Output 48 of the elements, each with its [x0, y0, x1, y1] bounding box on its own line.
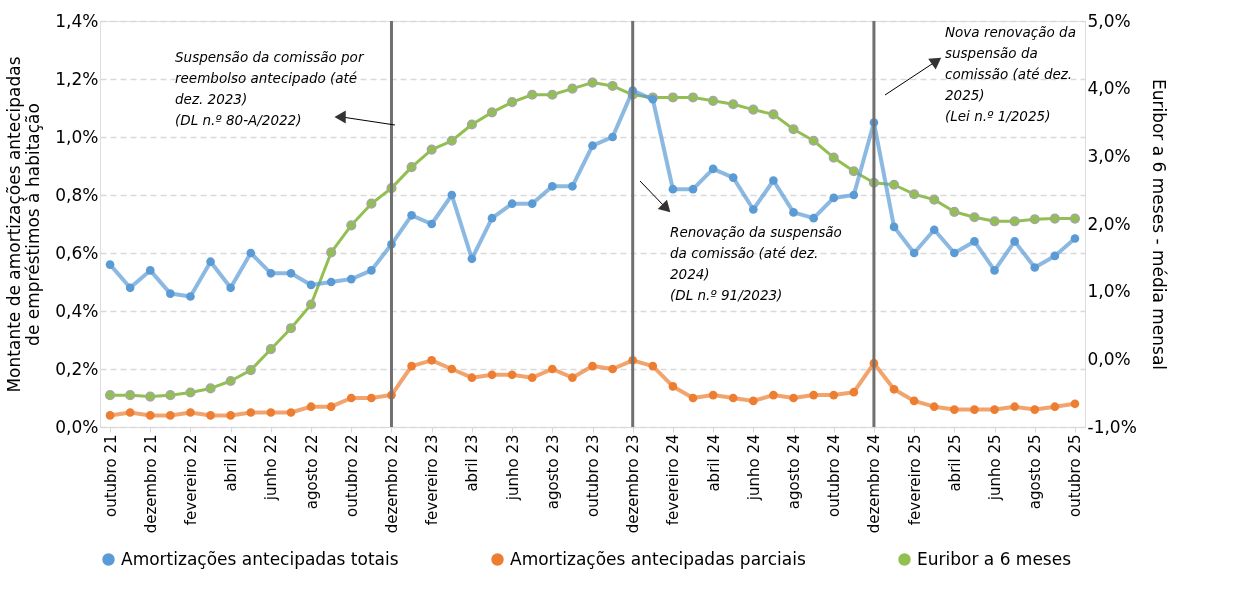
y2-tick-label: 5,0% [1087, 10, 1131, 31]
x-tick-label: abril 22 [222, 434, 241, 492]
y2-tick-label: 0,0% [1087, 348, 1131, 369]
x-tick-label: abril 24 [704, 434, 723, 492]
y-tick-label: 0,4% [55, 300, 99, 321]
y-tick-label: 1,0% [55, 126, 99, 147]
x-tick-label: abril 23 [463, 434, 482, 492]
x-tick-label: agosto 23 [543, 434, 562, 510]
x-tick-label: fevereiro 23 [423, 434, 442, 526]
y-tick-label: 1,2% [55, 68, 99, 89]
legend-label: Euribor a 6 meses [917, 548, 1072, 569]
y2-tick-label: -1,0% [1087, 416, 1137, 437]
y-tick-label: 0,0% [55, 416, 99, 437]
y2-tick-label: 3,0% [1087, 145, 1131, 166]
x-tick-label: junho 23 [503, 434, 522, 502]
x-tick-label: outubro 21 [101, 434, 120, 517]
annotation: Suspensão da comissão por reembolso antecipado (até dez. 2023) (DL n.º 80-A/2022) [175, 49, 365, 128]
x-tick-label: junho 25 [986, 434, 1005, 502]
x-tick-label: agosto 24 [785, 434, 804, 510]
x-tick-label: agosto 25 [1026, 434, 1045, 510]
x-tick-label: agosto 22 [302, 434, 321, 510]
x-tick-label: outubro 23 [584, 434, 602, 517]
legend-label: Amortizações antecipadas parciais [510, 548, 806, 569]
x-tick-label: dezembro 21 [141, 434, 160, 534]
x-tick-label: junho 24 [744, 434, 763, 502]
y2-tick-label: 4,0% [1087, 78, 1131, 99]
y-tick-label: 0,6% [55, 242, 99, 263]
x-tick-label: fevereiro 25 [905, 434, 924, 526]
x-tick-label: outubro 24 [825, 434, 844, 517]
x-tick-label: fevereiro 24 [664, 434, 683, 526]
legend-label: Amortizações antecipadas totais [121, 548, 399, 569]
x-tick-label: outubro 22 [342, 434, 361, 517]
x-tick-label: dezembro 22 [382, 434, 401, 534]
x-tick-label: dezembro 24 [865, 434, 884, 534]
y2-tick-label: 2,0% [1087, 213, 1131, 234]
x-tick-label: abril 25 [945, 434, 964, 492]
x-tick-label: junho 22 [262, 434, 281, 502]
y-tick-label: 0,8% [55, 184, 99, 205]
annotation: Nova renovação da suspensão da comissão (até dez. 2025) (Lei n.º 1/2025) [945, 24, 1076, 124]
y-axis-title: Montante de amortizações antecipadas de empréstimos à habitação [4, 56, 44, 393]
y2-tick-label: 1,0% [1087, 281, 1131, 302]
y-tick-label: 0,2% [55, 358, 99, 379]
x-tick-label: outubro 25 [1066, 434, 1085, 517]
x-tick-label: fevereiro 22 [181, 434, 200, 526]
y-tick-label: 1,4% [55, 10, 99, 31]
y2-axis-title: Euribor a 6 meses - média mensal [1148, 78, 1169, 371]
x-tick-label: dezembro 23 [624, 434, 643, 534]
annotation: Renovação da suspensão da comissão (até dez. 2024) (DL n.º 91/2023) [670, 224, 842, 303]
